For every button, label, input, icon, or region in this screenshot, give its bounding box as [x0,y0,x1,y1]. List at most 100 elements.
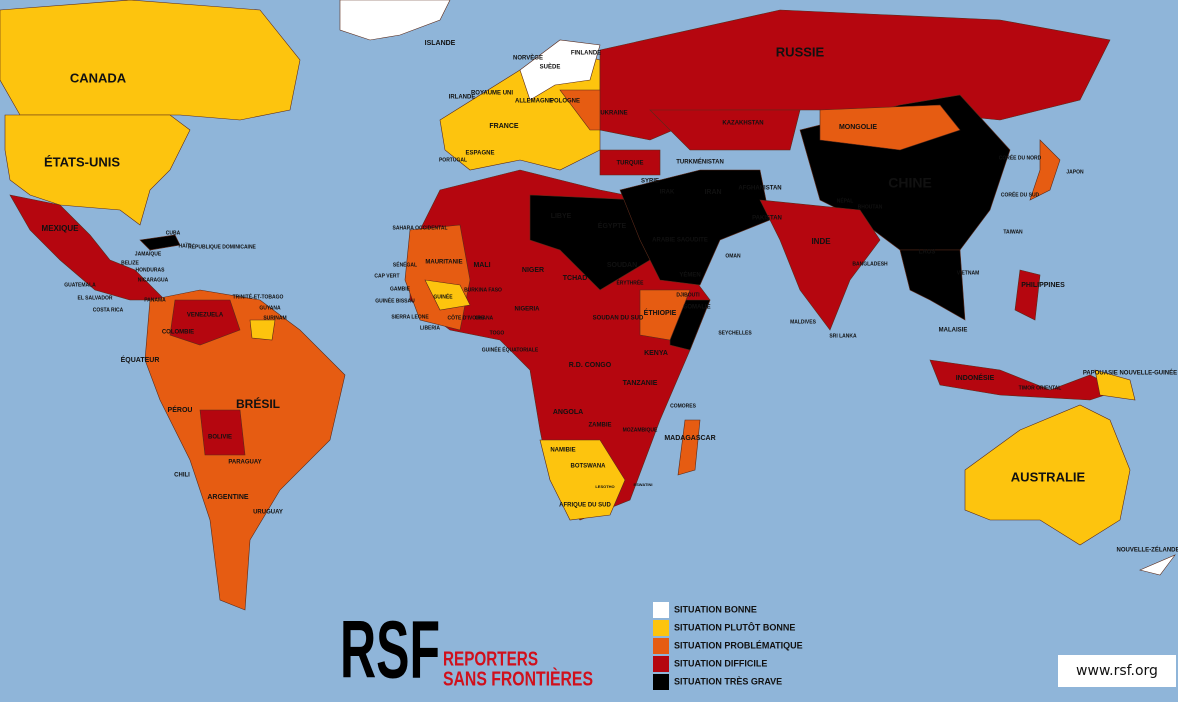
middle-east [619,169,771,286]
indochina [899,249,966,321]
country-label: PARAGUAY [228,460,261,466]
country-label: ZAMBIE [589,423,612,429]
country-label: R.D. CONGO [569,362,612,369]
senegal [424,279,471,311]
country-label: SIERRA LEONE [391,314,429,320]
legend-swatch [653,638,669,654]
new-zealand [1139,554,1176,576]
country-label: BANGLADESH [852,261,888,267]
country-label: SUÈDE [540,63,561,71]
country-label: GUINÉE BISSAU [375,296,415,304]
country-label: KENYA [644,350,668,357]
country-label: ISLANDE [425,40,456,47]
country-label: ARABIE SAOUDITE [652,238,708,244]
country-label: SOMALIE [683,305,710,311]
country-label: NIGER [522,267,544,274]
country-label: MOZAMBIQUE [623,427,658,433]
country-label: IRAN [704,189,721,196]
country-label: GUYANA [259,305,281,311]
country-label: GHANA [475,315,494,321]
australia [964,404,1131,546]
country-label: PANAMA [144,297,166,303]
url: www.rsf.org [1076,663,1158,679]
country-label: PÉROU [168,405,193,414]
legend-swatch [653,602,669,618]
country-labels: CANADA ÉTATS-UNIS RUSSIE CHINE BRÉSIL AUSTRAL… [42,40,1178,554]
country-label: TRINITÉ-ET-TOBAGO [233,292,284,300]
country-label: LESOTHO [595,484,614,489]
country-label: PAKISTAN [752,216,782,222]
country-label: ÉQUATEUR [121,355,160,364]
logo: RSF REPORTERS SANS FRONTIÈRES [340,605,593,696]
logo-name: REPORTERS [443,648,538,670]
country-label: GUATEMALA [64,282,96,288]
country-label: CHILI [174,473,190,479]
country-label: PORTUGAL [439,157,467,163]
mongolia [819,104,961,151]
legend: SITUATION BONNE SITUATION PLUTÔT BONNE SIT… [653,602,803,690]
country-label: RUSSIE [776,44,825,59]
legend-swatch [653,620,669,636]
country-label: ROYAUME UNI [471,91,513,97]
cuba [139,234,181,251]
legend-label: SITUATION DIFFICILE [674,658,767,668]
country-label: BOLIVIE [208,435,232,441]
country-label: BHOUTAN [858,204,883,210]
country-label: MADAGASCAR [664,435,715,442]
japan [1029,139,1061,201]
country-label: COMORES [670,403,697,409]
legend-label: SITUATION BONNE [674,604,757,614]
country-label: ESWATINI [633,482,652,487]
ethiopia [639,289,691,341]
logo-mark: RSF [340,605,440,696]
country-label: RÉPUBLIQUE DOMINICAINE [188,242,256,250]
country-label: TCHAD [563,275,588,282]
country-label: AFGHANISTAN [738,186,781,192]
country-label: SAHARA OCCIDENTAL [393,225,448,231]
country-label: SYRIE [641,179,659,185]
country-label: ESPAGNE [466,151,495,157]
country-label: PAPOUASIE NOUVELLE-GUINÉE [1083,369,1177,377]
country-label: ÉTHIOPIE [644,308,677,317]
country-label: BRÉSIL [236,396,280,411]
nordics [519,39,601,101]
country-label: GAMBIE [390,286,411,292]
country-label: BURKINA FASO [464,287,502,293]
country-label: SEYCHELLES [718,330,752,336]
country-label: IRLANDE [449,95,476,101]
country-label: TIMOR ORIENTAL [1019,385,1062,391]
southern-africa [539,439,626,521]
madagascar [677,419,701,476]
country-label: DJIBOUTI [676,292,700,298]
country-label: MAURITANIE [425,260,462,266]
country-label: JAPON [1066,169,1084,175]
country-label: HONDURAS [136,267,166,273]
country-label: FINLANDE [571,51,601,57]
land [0,0,1176,611]
country-label: VIETNAM [957,270,980,276]
philippines [1014,269,1041,321]
legend-label: SITUATION TRÈS GRAVE [674,676,782,686]
country-label: MALAISIE [939,328,968,334]
country-label: CUBA [166,230,181,236]
country-label: MALI [473,262,490,269]
url-box [1058,655,1176,687]
country-label: OMAN [725,253,741,259]
canada [0,0,301,121]
country-label: HAÏTI [178,242,192,249]
country-label: TURQUIE [617,161,644,167]
country-label: AFRIQUE DU SUD [559,503,611,509]
country-label: AUSTRALIE [1011,469,1086,484]
country-label: YÉMEN [679,271,700,279]
guyana [249,319,276,341]
country-label: URUGUAY [253,510,283,516]
country-label: UKRAINE [600,111,627,117]
country-label: LIBYE [551,213,572,220]
country-label: SOUDAN [607,262,637,269]
country-label: LAOS [919,250,936,256]
country-label: ÉGYPTE [598,221,627,230]
russia [599,9,1111,141]
country-label: SÉNÉGAL [393,260,417,268]
country-label: NORVÈGE [513,54,543,62]
country-label: MONGOLIE [839,124,877,131]
